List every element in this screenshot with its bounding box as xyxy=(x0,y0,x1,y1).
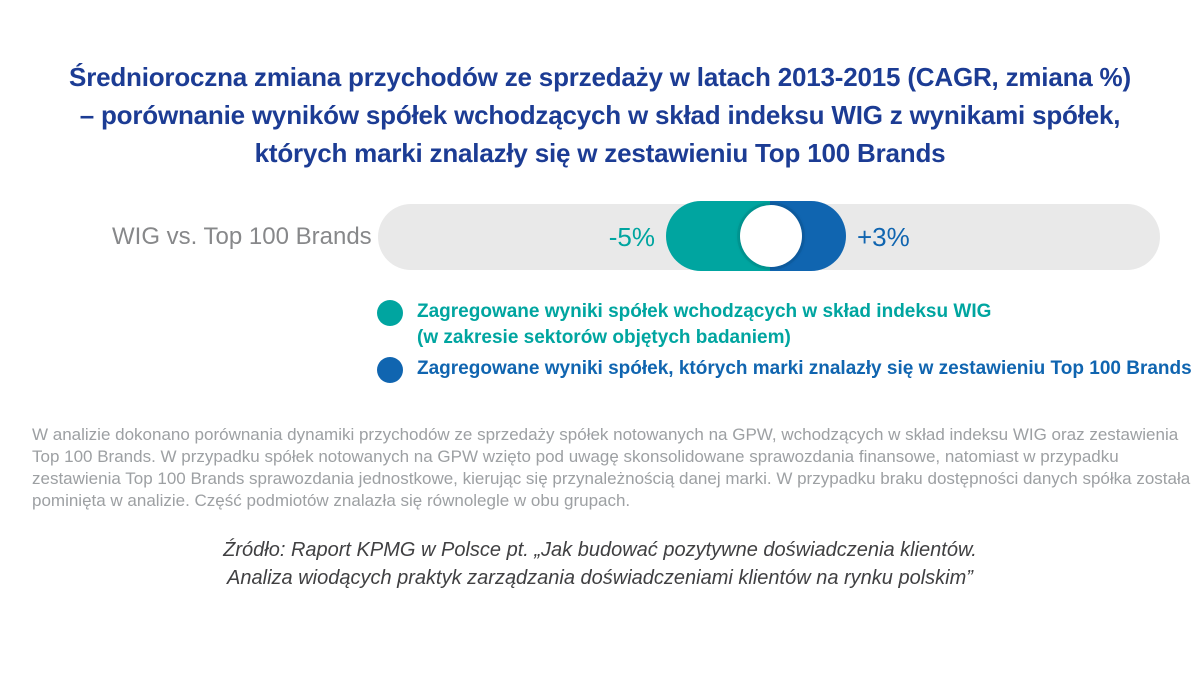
text-line: Źródło: Raport KPMG w Polsce pt. „Jak bu… xyxy=(223,539,977,561)
slider-row-label: WIG vs. Top 100 Brands xyxy=(112,223,372,250)
text-line: Top 100 Brands. W przypadku spółek notow… xyxy=(32,447,1119,466)
source-citation: Źródło: Raport KPMG w Polsce pt. „Jak bu… xyxy=(0,536,1200,592)
wig-legend-dot-icon xyxy=(377,300,403,326)
wig-legend-line-2: (w zakresie sektorów objętych badaniem) xyxy=(417,327,791,348)
text-line: zestawienia Top 100 Brands sprawozdania … xyxy=(32,469,1191,488)
brands-legend-line-1: Zagregowane wyniki spółek, których marki… xyxy=(417,358,1192,379)
text-line: W analizie dokonano porównania dynamiki … xyxy=(32,425,1179,444)
title-line-3: których marki znalazły się w zestawieniu… xyxy=(254,138,946,168)
toggle-knob xyxy=(740,205,802,267)
text-line: Analiza wiodących praktyk zarządzania do… xyxy=(227,567,973,589)
methodology-note: W analizie dokonano porównania dynamiki … xyxy=(32,424,1191,512)
title-line-2: – porównanie wyników spółek wchodzących … xyxy=(79,100,1121,130)
page-title: Średnioroczna zmiana przychodów ze sprze… xyxy=(0,58,1200,172)
brands-legend-dot-icon xyxy=(377,357,403,383)
wig-legend-text: Zagregowane wyniki spółek wchodzących w … xyxy=(417,299,1200,351)
brands-value-label: +3% xyxy=(857,222,910,252)
brands-legend-text: Zagregowane wyniki spółek, których marki… xyxy=(417,356,1200,382)
wig-value-label: -5% xyxy=(608,222,655,252)
title-line-1: Średnioroczna zmiana przychodów ze sprze… xyxy=(69,62,1131,92)
text-line: pominięta w analizie. Część podmiotów zn… xyxy=(32,491,631,510)
wig-legend-line-1: Zagregowane wyniki spółek wchodzących w … xyxy=(417,301,992,322)
